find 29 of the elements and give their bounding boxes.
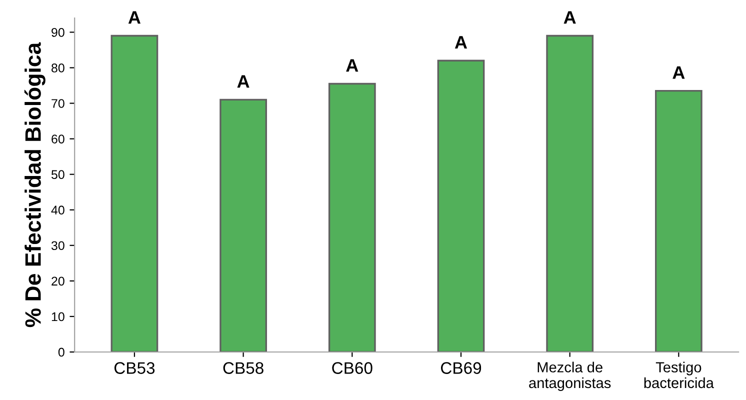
annotation: A: [237, 75, 250, 88]
annotation: A: [672, 66, 685, 79]
y-tick-label: 40: [51, 206, 64, 215]
annotation: A: [128, 11, 141, 24]
y-tick-label: 10: [52, 312, 64, 322]
bar: [546, 34, 594, 352]
y-tick-label: 50: [51, 170, 64, 179]
y-tick-label: 0: [58, 348, 64, 357]
x-tick-label: CB53: [114, 362, 155, 374]
x-tick-label: CB60: [332, 362, 372, 374]
bar: [328, 82, 376, 352]
x-tick-label: CB58: [223, 362, 264, 374]
y-tick-label: 60: [52, 134, 64, 144]
x-tick-label: Mezcla de antagonistas: [529, 362, 611, 392]
bar: [654, 90, 702, 352]
y-tick-label: 70: [52, 99, 64, 108]
bar: [437, 60, 485, 352]
y-tick-label: 20: [52, 276, 64, 286]
y-tick-label: 80: [52, 64, 64, 72]
bar: [110, 34, 158, 352]
bar: [220, 98, 267, 352]
y-axis-title: % De Efectividad Biológica: [24, 42, 46, 328]
x-tick-label: CB69: [440, 362, 482, 374]
annotation: A: [454, 36, 468, 49]
annotation: A: [346, 59, 358, 72]
y-tick-label: 30: [51, 241, 64, 250]
x-tick-label: Testigo bactericida: [644, 362, 714, 388]
annotation: A: [564, 11, 576, 24]
y-tick-label: 90: [52, 28, 64, 37]
